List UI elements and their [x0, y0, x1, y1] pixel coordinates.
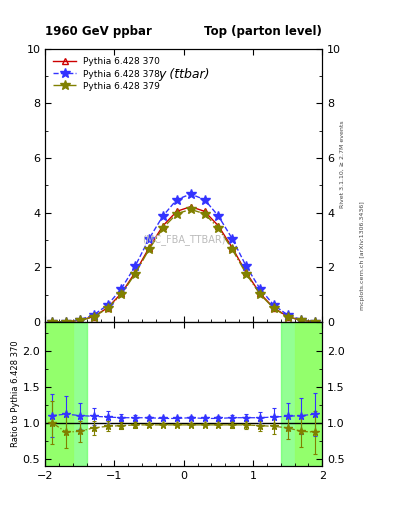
Bar: [45, 322, 73, 466]
Pythia 6.428 379: [147, 246, 151, 252]
Pythia 6.428 379: [299, 317, 304, 324]
Pythia 6.428 378: [147, 236, 151, 242]
Pythia 6.428 378: [161, 213, 165, 219]
Pythia 6.428 370: [161, 223, 165, 229]
Bar: [281, 322, 322, 466]
Pythia 6.428 378: [285, 312, 290, 318]
Pythia 6.428 378: [188, 191, 193, 197]
Pythia 6.428 378: [105, 302, 110, 308]
Pythia 6.428 379: [244, 270, 248, 276]
Pythia 6.428 379: [257, 291, 262, 297]
Pythia 6.428 379: [50, 319, 55, 325]
Pythia 6.428 378: [77, 317, 82, 323]
Pythia 6.428 378: [313, 318, 318, 325]
Pythia 6.428 370: [174, 208, 179, 215]
Pythia 6.428 379: [119, 291, 124, 297]
Pythia 6.428 378: [50, 319, 55, 325]
Pythia 6.428 379: [77, 317, 82, 324]
Bar: [295, 322, 322, 466]
Pythia 6.428 379: [133, 270, 138, 276]
Line: Pythia 6.428 378: Pythia 6.428 378: [47, 189, 320, 327]
Pythia 6.428 370: [216, 223, 221, 229]
Pythia 6.428 378: [202, 197, 207, 203]
Pythia 6.428 378: [230, 236, 235, 242]
Pythia 6.428 370: [64, 318, 68, 325]
Pythia 6.428 378: [133, 263, 138, 269]
Pythia 6.428 370: [257, 290, 262, 296]
Text: Top (parton level): Top (parton level): [204, 26, 322, 38]
Pythia 6.428 379: [313, 318, 318, 325]
Pythia 6.428 379: [64, 318, 68, 325]
Pythia 6.428 378: [244, 263, 248, 269]
Pythia 6.428 379: [230, 246, 235, 252]
Pythia 6.428 370: [77, 317, 82, 324]
Pythia 6.428 379: [105, 305, 110, 311]
Y-axis label: Ratio to Pythia 6.428 370: Ratio to Pythia 6.428 370: [11, 340, 20, 447]
Pythia 6.428 379: [188, 206, 193, 212]
Pythia 6.428 379: [285, 314, 290, 320]
Text: Rivet 3.1.10, ≥ 2.7M events: Rivet 3.1.10, ≥ 2.7M events: [340, 120, 345, 208]
Pythia 6.428 378: [272, 302, 276, 308]
Pythia 6.428 370: [147, 245, 151, 251]
Pythia 6.428 370: [119, 290, 124, 296]
Legend: Pythia 6.428 370, Pythia 6.428 378, Pythia 6.428 379: Pythia 6.428 370, Pythia 6.428 378, Pyth…: [50, 53, 163, 95]
Pythia 6.428 379: [161, 225, 165, 231]
Text: (MC_FBA_TTBAR): (MC_FBA_TTBAR): [142, 234, 226, 245]
Pythia 6.428 370: [202, 208, 207, 215]
Pythia 6.428 378: [91, 312, 96, 318]
Pythia 6.428 370: [272, 305, 276, 311]
Pythia 6.428 370: [91, 313, 96, 319]
Pythia 6.428 378: [257, 286, 262, 292]
Pythia 6.428 379: [216, 225, 221, 231]
Pythia 6.428 370: [105, 305, 110, 311]
Pythia 6.428 370: [313, 318, 318, 325]
Pythia 6.428 378: [216, 213, 221, 219]
Pythia 6.428 379: [272, 305, 276, 311]
Pythia 6.428 379: [202, 211, 207, 217]
Pythia 6.428 370: [244, 269, 248, 275]
Pythia 6.428 378: [174, 197, 179, 203]
Text: y (t̄tbar): y (t̄tbar): [158, 68, 209, 81]
Pythia 6.428 370: [133, 269, 138, 275]
Pythia 6.428 370: [50, 319, 55, 325]
Bar: [45, 322, 87, 466]
Pythia 6.428 370: [299, 317, 304, 324]
Pythia 6.428 370: [188, 204, 193, 210]
Text: 1960 GeV ppbar: 1960 GeV ppbar: [45, 26, 152, 38]
Pythia 6.428 370: [230, 245, 235, 251]
Pythia 6.428 378: [64, 318, 68, 325]
Pythia 6.428 378: [119, 286, 124, 292]
Line: Pythia 6.428 370: Pythia 6.428 370: [49, 204, 318, 325]
Pythia 6.428 379: [91, 314, 96, 320]
Pythia 6.428 378: [299, 317, 304, 323]
Line: Pythia 6.428 379: Pythia 6.428 379: [47, 204, 320, 327]
Pythia 6.428 379: [174, 211, 179, 217]
Text: mcplots.cern.ch [arXiv:1306.3436]: mcplots.cern.ch [arXiv:1306.3436]: [360, 202, 365, 310]
Pythia 6.428 370: [285, 313, 290, 319]
